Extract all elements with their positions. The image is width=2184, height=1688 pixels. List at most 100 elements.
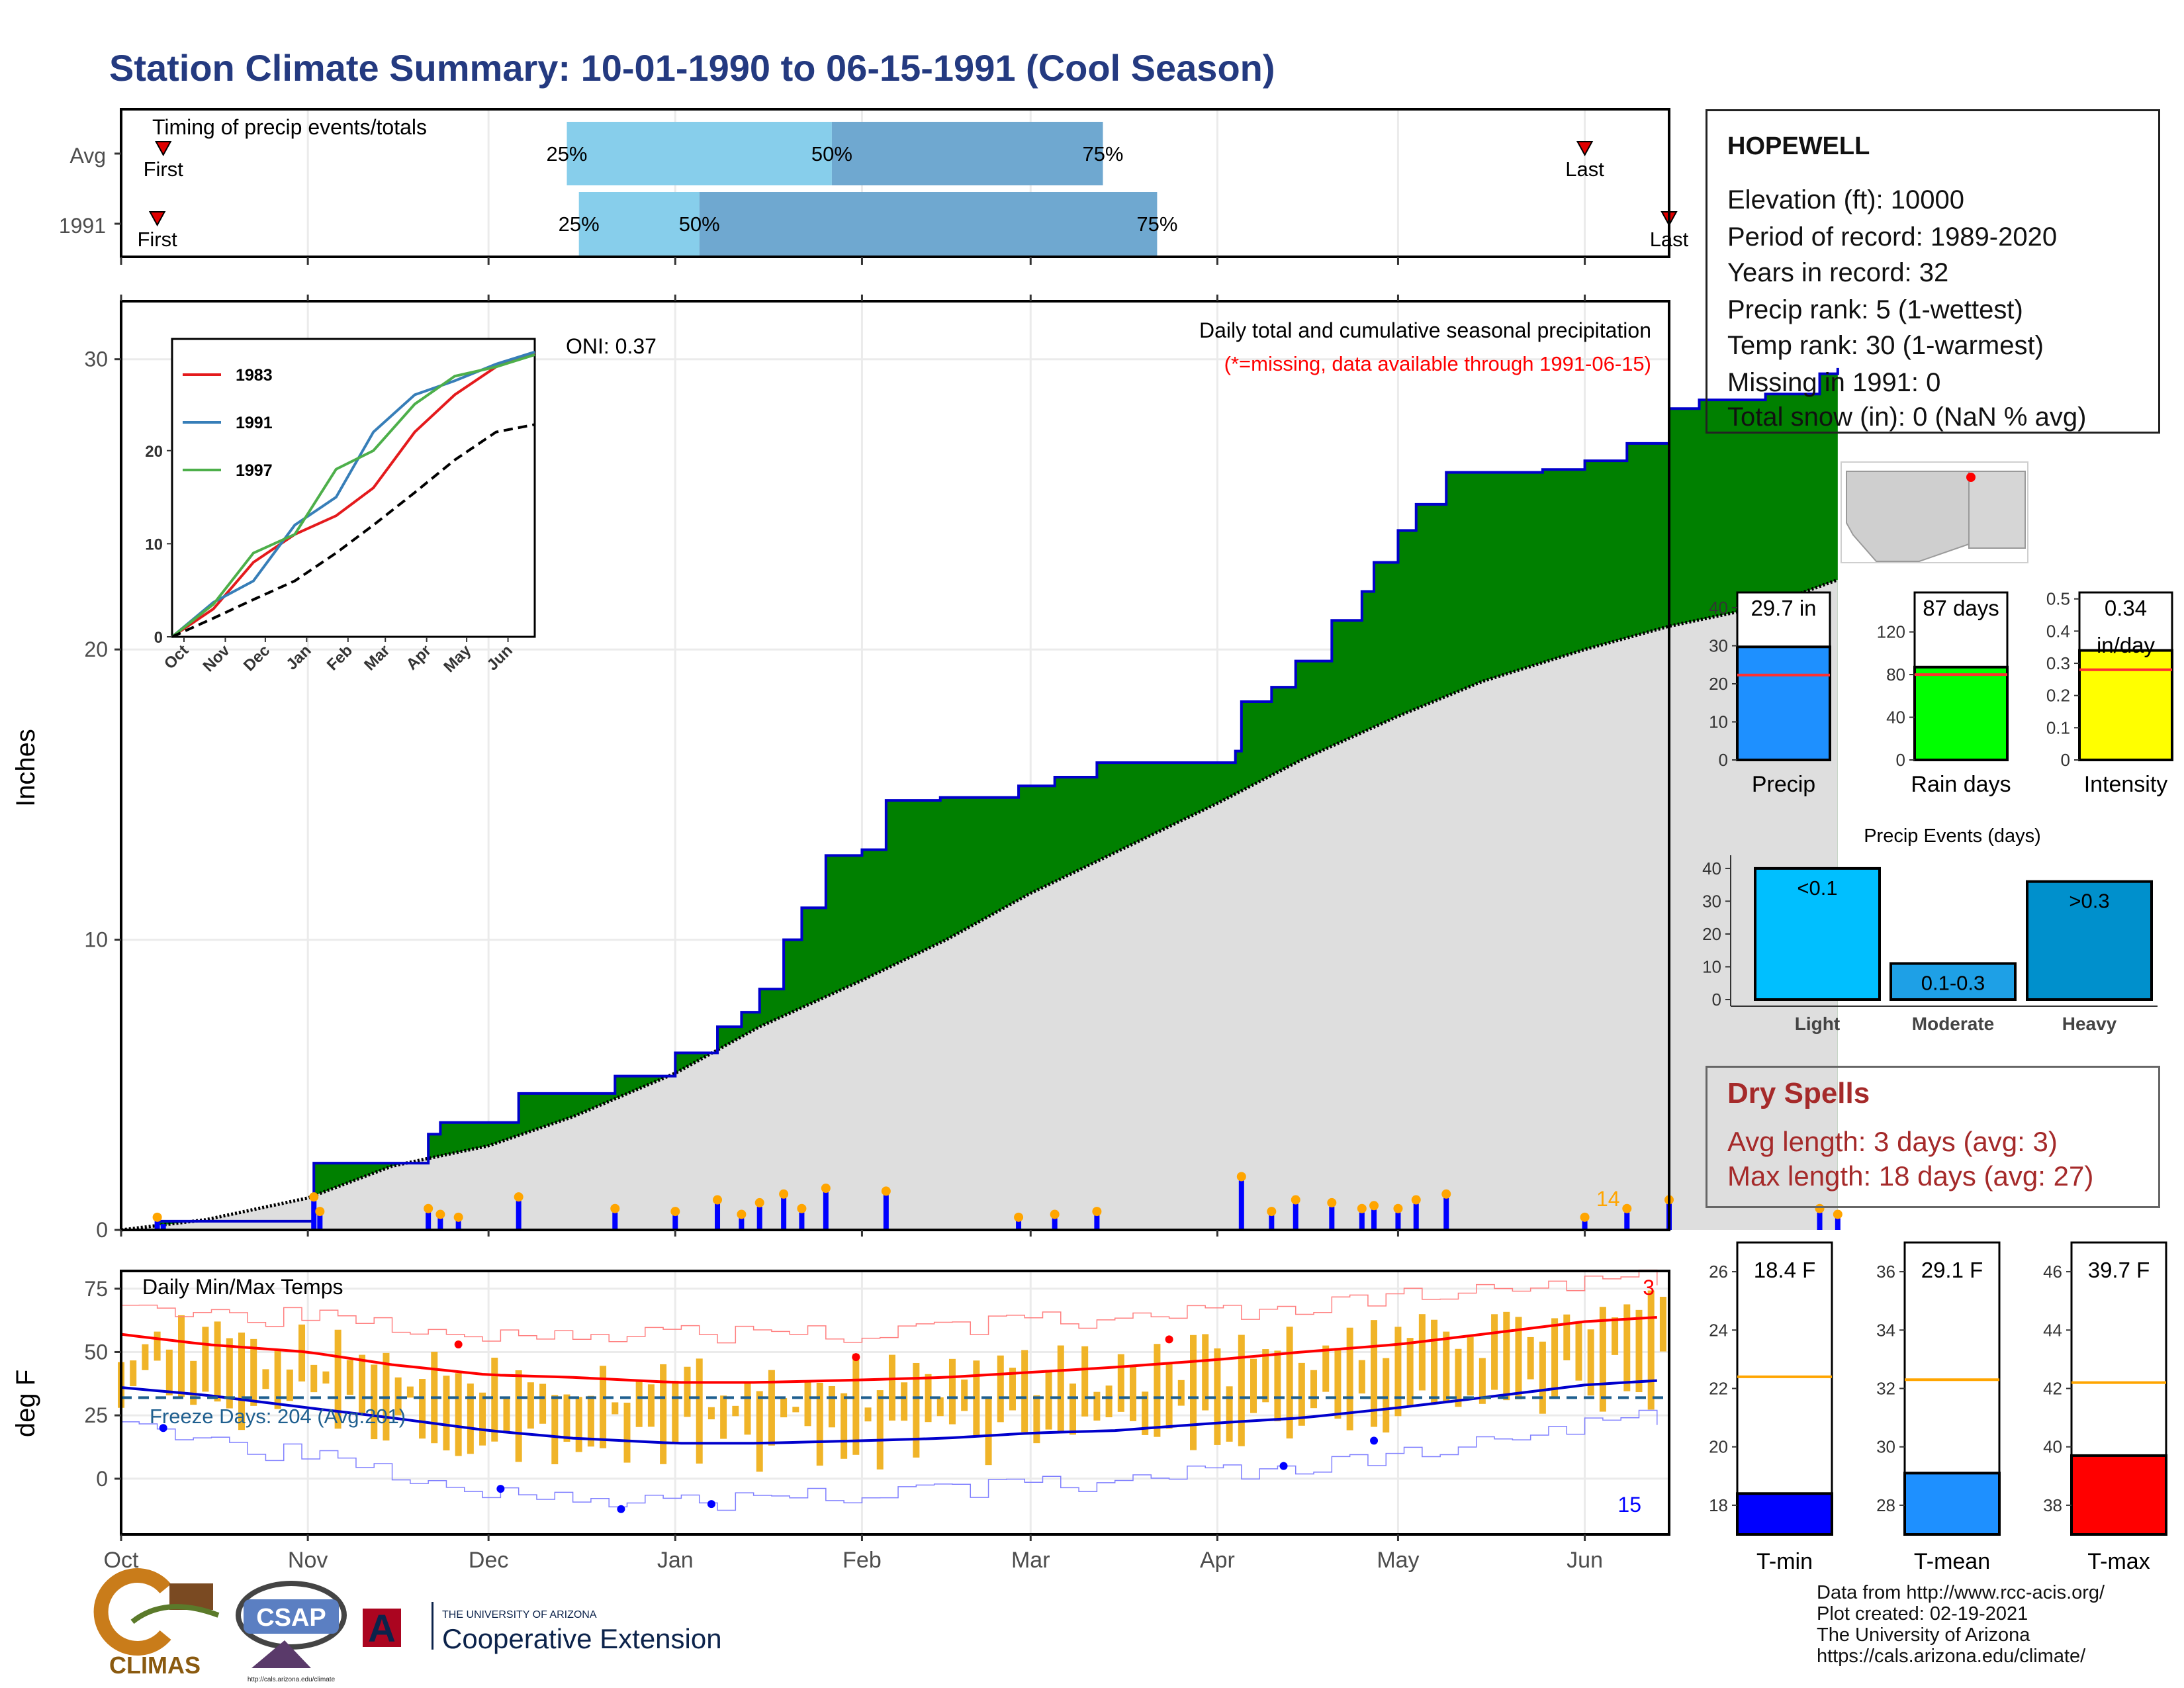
daily-temp-bar [684,1366,691,1417]
info-snow: Total snow (in): 0 (NaN % avg) [1727,402,2087,432]
heavy-event-marker [315,1207,325,1217]
x-tick-label: Jun [1567,1548,1603,1573]
daily-temp-bar [346,1360,353,1395]
daily-temp-bar [238,1333,246,1430]
csap-url-text: http://cals.arizona.edu/climate [248,1676,336,1683]
y-tick-label: 40 [2043,1437,2062,1457]
record-low-count: 15 [1617,1493,1641,1517]
y-tick-label: 10 [1702,957,1721,976]
record-marker [707,1500,715,1509]
y-tick-label: 44 [2043,1320,2062,1340]
event-category-label: Light [1795,1013,1840,1034]
y-tick-label: 10 [84,928,108,952]
daily-temp-bar [1262,1349,1269,1403]
daily-temp-bar [1322,1345,1330,1392]
data-credits: Data from http://www.rcc-acis.org/ Plot … [1817,1582,2105,1667]
daily-temp-bar [1142,1391,1149,1435]
daily-temp-bar [154,1331,161,1361]
x-tick-label: Feb [842,1548,882,1573]
daily-temp-bar [1214,1348,1221,1445]
freeze-days-label: Freeze Days: 204 (Avg:201) [150,1405,406,1428]
daily-precip-bar [1624,1212,1630,1230]
logos: CLIMAS CSAP http://cals.arizona.edu/clim… [93,1568,722,1683]
daily-temp-bar [816,1382,823,1466]
y-tick-label: 40 [1709,598,1728,618]
record-marker [1165,1335,1173,1344]
value-label: 29.7 in [1751,596,1816,620]
daily-temp-bar [1659,1297,1666,1352]
y-tick-label: 38 [2043,1495,2062,1515]
daily-temp-bar [202,1327,209,1392]
daily-temp-bar [443,1376,450,1451]
heavy-event-marker [1580,1212,1590,1222]
daily-precip-bar [1052,1218,1058,1230]
value-bar [2070,1454,2167,1536]
y-tick-label: 0 [154,629,163,647]
daily-precip-bar [1817,1212,1823,1230]
daily-temp-bar [1238,1335,1245,1446]
daily-temp-bar [1009,1368,1016,1411]
daily-temp-bar [563,1394,570,1442]
daily-precip-bar [311,1201,317,1230]
daily-temp-bar [419,1379,426,1439]
average-area [121,579,1838,1230]
oni-label: ONI: 0.37 [566,334,657,358]
value-label: 29.1 F [1921,1258,1983,1282]
record-marker [454,1340,463,1348]
daily-temp-bar [1286,1327,1293,1439]
dry-spells-panel: Dry Spells Avg length: 3 days (avg: 3) M… [1706,1066,2160,1208]
daily-temp-bar [455,1373,462,1456]
info-temp-rank: Temp rank: 30 (1-warmest) [1727,331,2044,360]
daily-temp-bar [467,1383,474,1454]
daily-precip-bar [516,1201,522,1230]
heavy-event-marker [1833,1209,1843,1219]
y-tick-label: 30 [1709,636,1728,656]
daily-temp-bar [1527,1336,1534,1380]
daily-temp-bar [1599,1307,1606,1412]
record-marker [617,1505,625,1513]
daily-temp-bar [1479,1358,1486,1404]
info-period: Period of record: 1989-2020 [1727,222,2058,252]
daily-temp-bar [635,1381,643,1427]
daily-temp-bar [298,1324,306,1382]
daily-temp-bar [997,1355,1004,1423]
daily-temp-bar [1383,1358,1390,1432]
heavy-event-marker [821,1184,831,1194]
daily-temp-bar [888,1354,895,1421]
daily-precip-bar [1238,1180,1244,1230]
daily-temp-bar [1394,1327,1402,1417]
event-bar-label: >0.3 [2069,890,2109,913]
heavy-event-marker [1236,1172,1246,1182]
heavy-event-marker [737,1209,747,1219]
daily-temp-bar [647,1384,655,1427]
daily-temp-bar [1371,1320,1378,1427]
daily-temp-bar [756,1391,763,1472]
y-tick-label: 30 [84,348,108,371]
event-label: Last [1565,158,1604,181]
daily-temp-bar [334,1329,341,1429]
value-label: 18.4 F [1754,1258,1816,1282]
daily-precip-bar [455,1221,461,1230]
heavy-event-marker [1369,1201,1379,1211]
daily-temp-bar [612,1402,619,1415]
dry-spells-max: Max length: 18 days (avg: 27) [1727,1160,2094,1192]
daily-temp-bar [539,1383,547,1424]
dry-spells-title: Dry Spells [1727,1077,1870,1109]
event-category-label: Heavy [2062,1013,2117,1034]
csap-logo-text: CSAP [256,1604,326,1632]
y-tick-label: 46 [2043,1262,2062,1282]
x-tick-label: Nov [288,1548,328,1573]
info-missing: Missing in 1991: 0 [1727,368,1941,397]
daily-precip-bar [1371,1209,1377,1230]
daily-precip-bar [612,1212,618,1230]
avg-tmin-line [120,1379,1657,1445]
record-marker [496,1485,505,1493]
daily-temp-bar [250,1338,257,1406]
inset-series-line [171,353,535,638]
credit-line: The University of Arizona [1817,1624,2030,1646]
daily-temp-bar [515,1370,522,1462]
y-tick-label: 0.3 [2046,653,2070,673]
heavy-event-count: 14 [1596,1187,1620,1211]
y-tick-label: 0 [96,1467,108,1491]
info-years: Years in record: 32 [1727,258,1949,287]
